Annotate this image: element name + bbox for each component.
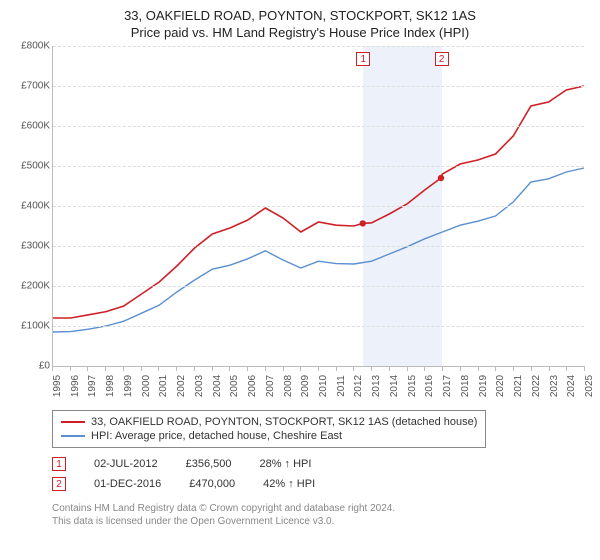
x-axis: 1995 1996 1997 1998 1999 2000 2001 2002 2003 2004…	[52, 366, 584, 406]
x-tick-label: 2022	[531, 375, 542, 397]
x-tick-label: 2009	[300, 375, 311, 397]
marker-date: 02-JUL-2012	[94, 458, 158, 470]
y-tick-label: £100K	[21, 321, 50, 332]
series-dot	[438, 175, 444, 181]
x-tick-label: 2000	[141, 375, 152, 397]
marker-number: 2	[52, 477, 66, 491]
footer-line: This data is licensed under the Open Gov…	[52, 515, 590, 528]
marker-price: £470,000	[189, 478, 235, 490]
y-tick-label: £500K	[21, 161, 50, 172]
x-tick-label: 2007	[265, 375, 276, 397]
x-tick-label: 2024	[566, 375, 577, 397]
chart-area: £0£100K£200K£300K£400K£500K£600K£700K£80…	[10, 46, 590, 406]
series-hpi	[53, 168, 584, 332]
series-price_paid	[53, 86, 584, 318]
y-tick-label: £200K	[21, 281, 50, 292]
y-tick-label: £600K	[21, 121, 50, 132]
x-tick-label: 2012	[353, 375, 364, 397]
legend-swatch	[61, 435, 85, 437]
x-tick-label: 2008	[283, 375, 294, 397]
y-tick-label: £700K	[21, 81, 50, 92]
series-dot	[360, 220, 366, 226]
x-tick-label: 2015	[407, 375, 418, 397]
x-tick-label: 2019	[478, 375, 489, 397]
chart-title: 33, OAKFIELD ROAD, POYNTON, STOCKPORT, S…	[10, 8, 590, 23]
y-tick-label: £800K	[21, 41, 50, 52]
chart-subtitle: Price paid vs. HM Land Registry's House …	[10, 25, 590, 40]
legend-item: HPI: Average price, detached house, Ches…	[61, 429, 477, 443]
x-tick-label: 2018	[460, 375, 471, 397]
x-tick-label: 2006	[247, 375, 258, 397]
x-tick-label: 2003	[194, 375, 205, 397]
x-tick-label: 2021	[513, 375, 524, 397]
chart-container: 33, OAKFIELD ROAD, POYNTON, STOCKPORT, S…	[0, 0, 600, 534]
marker-row: 1 02-JUL-2012 £356,500 28% ↑ HPI	[52, 454, 590, 474]
marker-price: £356,500	[186, 458, 232, 470]
marker-table: 1 02-JUL-2012 £356,500 28% ↑ HPI 2 01-DE…	[52, 454, 590, 494]
x-tick-label: 2002	[176, 375, 187, 397]
y-tick-label: £400K	[21, 201, 50, 212]
x-tick-label: 1999	[123, 375, 134, 397]
x-tick-label: 2004	[212, 375, 223, 397]
legend-swatch	[61, 421, 85, 423]
x-tick-label: 1997	[87, 375, 98, 397]
x-tick-label: 2001	[158, 375, 169, 397]
x-tick-label: 2017	[442, 375, 453, 397]
legend-item: 33, OAKFIELD ROAD, POYNTON, STOCKPORT, S…	[61, 415, 477, 429]
footer-line: Contains HM Land Registry data © Crown c…	[52, 502, 590, 515]
plot-area: 12	[52, 46, 584, 367]
marker-label-box: 2	[435, 52, 449, 66]
marker-pct: 28% ↑ HPI	[259, 458, 311, 470]
x-tick-label: 2023	[549, 375, 560, 397]
y-tick-label: £300K	[21, 241, 50, 252]
marker-row: 2 01-DEC-2016 £470,000 42% ↑ HPI	[52, 474, 590, 494]
x-tick-label: 2020	[495, 375, 506, 397]
x-tick-label: 1996	[70, 375, 81, 397]
x-tick-label: 2013	[371, 375, 382, 397]
marker-pct: 42% ↑ HPI	[263, 478, 315, 490]
y-tick-label: £0	[39, 361, 50, 372]
x-tick-label: 2005	[229, 375, 240, 397]
x-tick-label: 2016	[424, 375, 435, 397]
x-tick-label: 2025	[584, 375, 595, 397]
marker-number: 1	[52, 457, 66, 471]
x-tick-label: 2011	[336, 375, 347, 397]
legend: 33, OAKFIELD ROAD, POYNTON, STOCKPORT, S…	[52, 410, 486, 448]
marker-date: 01-DEC-2016	[94, 478, 161, 490]
x-tick-label: 1998	[105, 375, 116, 397]
legend-label: 33, OAKFIELD ROAD, POYNTON, STOCKPORT, S…	[91, 416, 477, 428]
marker-label-box: 1	[356, 52, 370, 66]
legend-label: HPI: Average price, detached house, Ches…	[91, 430, 342, 442]
footer: Contains HM Land Registry data © Crown c…	[52, 502, 590, 528]
x-tick-label: 1995	[52, 375, 63, 397]
x-tick-label: 2014	[389, 375, 400, 397]
y-axis: £0£100K£200K£300K£400K£500K£600K£700K£80…	[10, 46, 52, 366]
x-tick-label: 2010	[318, 375, 329, 397]
